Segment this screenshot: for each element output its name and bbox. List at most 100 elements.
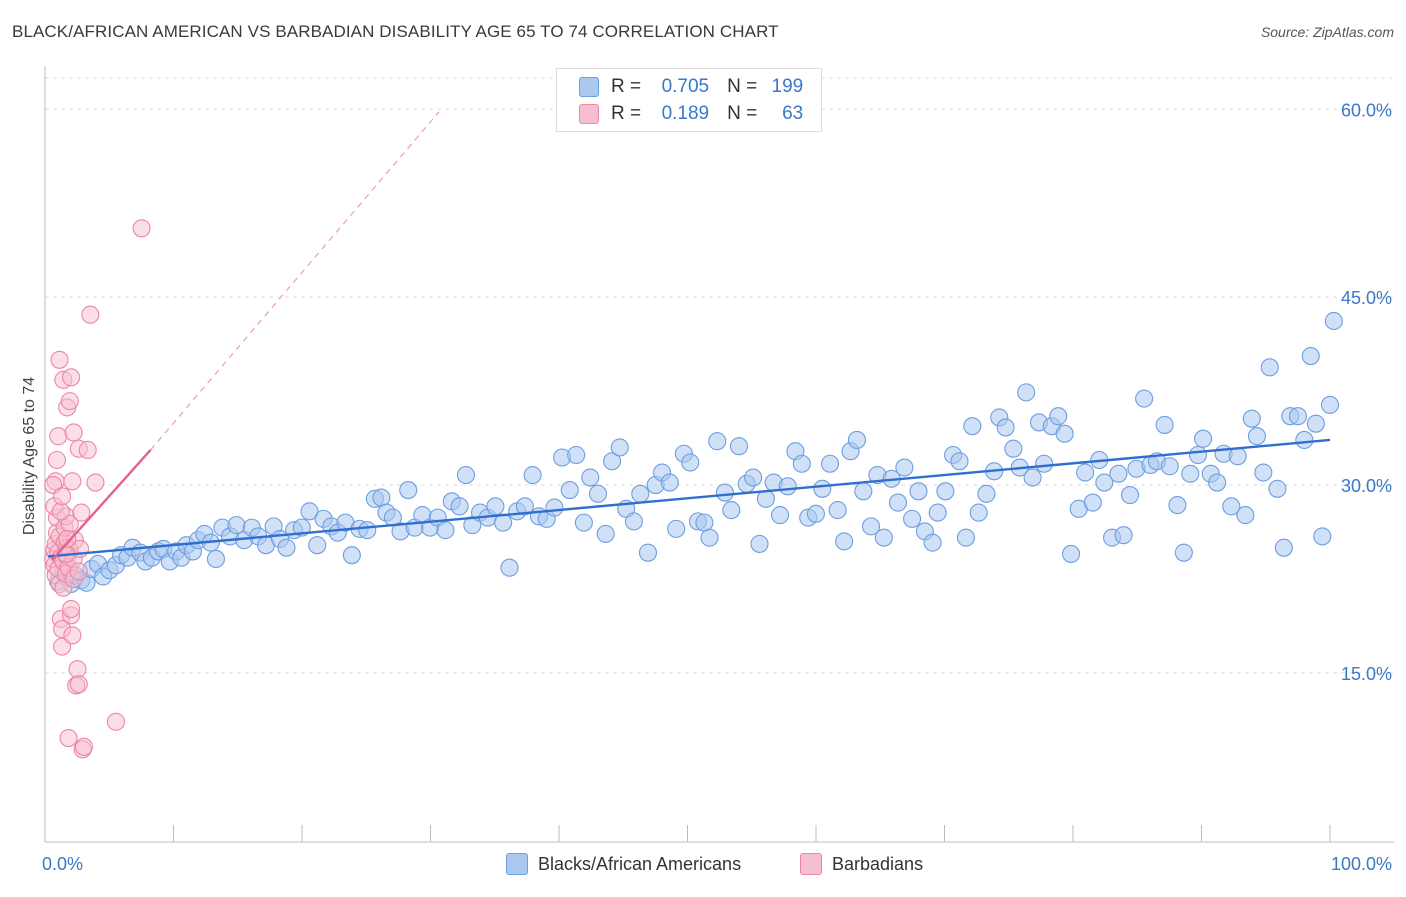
blacks-point	[515, 497, 534, 516]
blacks-point	[603, 452, 622, 471]
blacks-point	[1023, 468, 1042, 487]
blacks-point	[854, 482, 873, 501]
barbadians-point	[49, 427, 68, 446]
barbadians-point	[62, 368, 81, 387]
blacks-point	[874, 528, 893, 547]
barbadians-point	[53, 487, 72, 506]
barbadians-point	[59, 728, 78, 748]
barbadians-point	[74, 737, 93, 756]
blacks-point	[624, 512, 643, 531]
source-label: Source: ZipAtlas.com	[1260, 24, 1394, 40]
blacks-point	[1188, 445, 1208, 465]
blacks-point	[681, 453, 700, 472]
blacks-point	[1208, 473, 1227, 492]
barbadians-points-layer	[44, 219, 151, 759]
blacks-point	[1222, 497, 1241, 516]
blacks-point	[700, 528, 719, 547]
blacks-point	[450, 497, 469, 516]
trend-lines	[47, 111, 1331, 561]
blacks-point	[861, 517, 881, 536]
x-tick-label-max: 100.0%	[1331, 854, 1392, 874]
blacks-point	[835, 532, 854, 551]
barbadians-point	[51, 502, 70, 521]
tick-labels: 15.0% 30.0% 45.0% 60.0% 0.0% 100.0%	[42, 100, 1392, 874]
blacks-point	[1055, 424, 1074, 443]
x-tick-label-min: 0.0%	[42, 854, 83, 874]
blacks-point	[792, 454, 811, 473]
blacks-point	[847, 430, 866, 450]
blacks-point	[806, 504, 825, 523]
blacks-point	[1268, 479, 1287, 498]
blacks-point	[227, 516, 246, 535]
barbadians-point	[72, 503, 91, 522]
blacks-point	[750, 534, 769, 553]
axes	[44, 66, 1394, 843]
blacks-point	[1017, 383, 1036, 402]
blacks-point	[1155, 415, 1174, 434]
blacks-point	[1004, 439, 1023, 458]
blacks-point	[1114, 526, 1133, 545]
blacks-point	[456, 465, 475, 485]
blacks-point	[722, 501, 741, 520]
barbadians-point	[132, 219, 151, 238]
barbadians-point	[63, 472, 82, 491]
barbadians-point	[50, 350, 69, 369]
blacks-point	[936, 482, 955, 501]
blacks-point	[523, 465, 542, 485]
blacks-point	[545, 498, 564, 517]
blacks-point	[567, 445, 586, 465]
blacks-point	[1120, 486, 1140, 505]
blacks-points-layer	[49, 311, 1343, 594]
blacks-point	[486, 497, 505, 516]
barbadians-point	[68, 660, 87, 679]
blacks-point	[596, 524, 615, 543]
blacks-point	[1049, 407, 1068, 426]
barbadians-point	[58, 529, 77, 548]
stats-legend: R = 0.705 N = 199 R = 0.189 N = 63	[556, 68, 822, 132]
blacks-point	[1324, 311, 1343, 331]
blacks-point	[770, 506, 790, 525]
legend-barbadians-label: Barbadians	[832, 853, 924, 874]
y-tick-label: 60.0%	[1341, 100, 1392, 120]
blacks-point	[358, 521, 377, 540]
blacks-point	[963, 417, 982, 436]
barbadians-point	[64, 423, 83, 442]
blacks-point	[923, 533, 942, 552]
blacks-point	[660, 473, 679, 492]
blacks-point	[1228, 447, 1247, 466]
barbadians-point	[106, 712, 125, 731]
blacks-point	[631, 484, 650, 503]
blacks-point	[1242, 409, 1261, 428]
blacks-point	[928, 503, 947, 522]
blacks-point	[1288, 407, 1307, 426]
blacks-point	[1320, 395, 1340, 414]
y-tick-label: 30.0%	[1341, 476, 1392, 496]
n-label-1: N =	[727, 76, 758, 97]
blacks-point	[715, 483, 734, 502]
blacks-point	[1236, 506, 1255, 525]
blacks-point	[729, 437, 749, 456]
blacks-point	[956, 528, 975, 547]
blacks-point	[560, 481, 579, 500]
blacks-point	[820, 454, 840, 473]
chart-title: BLACK/AFRICAN AMERICAN VS BARBADIAN DISA…	[12, 22, 779, 41]
blacks-point	[977, 484, 996, 503]
blacks-point	[909, 482, 928, 501]
blacks-point	[1160, 457, 1179, 476]
blacks-point	[888, 493, 908, 512]
blacks-point	[581, 468, 600, 487]
blacks-point	[1083, 493, 1102, 512]
blacks-point	[1247, 427, 1266, 446]
stats-row-barbadians: R = 0.189 N = 63	[579, 102, 803, 126]
r-value-1: 0.705	[661, 76, 710, 97]
blacks-point	[638, 543, 658, 562]
blacks-point	[1174, 543, 1193, 562]
barbadians-trend-extension	[150, 111, 440, 451]
blacks-point	[813, 479, 832, 498]
barbadians-point	[78, 440, 97, 460]
blacks-point	[1306, 414, 1325, 433]
legend-blacks-label: Blacks/African Americans	[538, 853, 742, 874]
blacks-point	[206, 549, 225, 568]
y-axis-label: Disability Age 65 to 74	[21, 377, 38, 535]
blacks-point	[1301, 346, 1320, 366]
